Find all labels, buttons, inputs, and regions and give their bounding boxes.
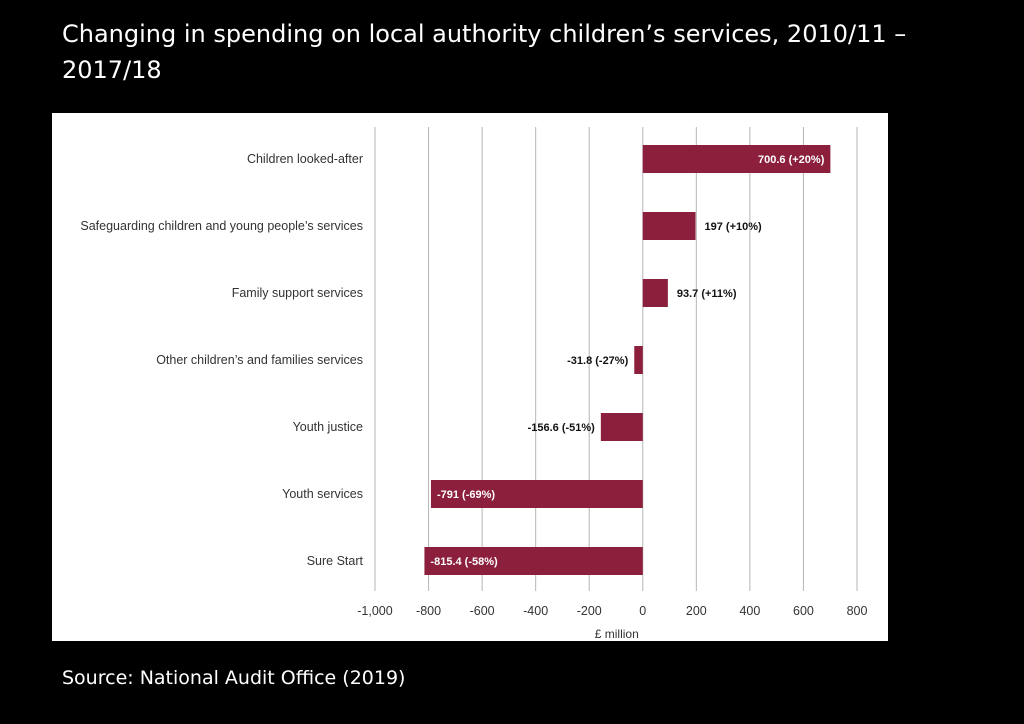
x-tick-label: -400 (523, 604, 548, 618)
x-tick-label: 400 (739, 604, 760, 618)
data-label: 93.7 (+11%) (677, 288, 737, 300)
data-label: 700.6 (+20%) (758, 154, 825, 166)
bar (600, 413, 643, 441)
x-tick-label: 800 (847, 604, 868, 618)
category-label: Safeguarding children and young people’s… (80, 219, 363, 233)
slide-title: Changing in spending on local authority … (62, 20, 907, 84)
category-label: Youth justice (293, 420, 363, 434)
x-tick-label: -800 (416, 604, 441, 618)
category-label: Children looked-after (247, 152, 363, 166)
x-tick-label: 600 (793, 604, 814, 618)
x-tick-label: -1,000 (357, 604, 392, 618)
data-label: -156.6 (-51%) (528, 422, 596, 434)
data-label: 197 (+10%) (705, 221, 763, 233)
x-tick-label: -200 (577, 604, 602, 618)
data-label: -815.4 (-58%) (430, 556, 498, 568)
x-tick-label: 200 (686, 604, 707, 618)
x-tick-labels: -1,000 -800 -600 -400 -200 0 200 400 600 800 (357, 604, 867, 618)
bar (634, 346, 643, 374)
category-label: Family support services (232, 286, 363, 300)
data-labels: 700.6 (+20%) 197 (+10%) 93.7 (+11%) -31.8 (… (430, 154, 824, 568)
category-label: Sure Start (307, 554, 364, 568)
bars (424, 145, 831, 575)
category-label: Other children’s and families services (156, 353, 363, 367)
chart-panel: Children looked-after Safeguarding childr… (52, 113, 888, 641)
bar (642, 212, 696, 240)
category-labels: Children looked-after Safeguarding childr… (80, 152, 363, 568)
data-label: -31.8 (-27%) (567, 355, 628, 367)
bar (642, 279, 668, 307)
category-label: Youth services (282, 487, 363, 501)
x-tick-label: 0 (639, 604, 646, 618)
data-label: -791 (-69%) (437, 489, 495, 501)
x-axis-title: £ million (595, 627, 639, 641)
bar (642, 145, 831, 173)
bar-chart: Children looked-after Safeguarding childr… (80, 127, 867, 641)
x-tick-label: -600 (470, 604, 495, 618)
source-note: Source: National Audit Office (2019) (62, 667, 406, 689)
bar (430, 480, 643, 508)
bar (424, 547, 643, 575)
